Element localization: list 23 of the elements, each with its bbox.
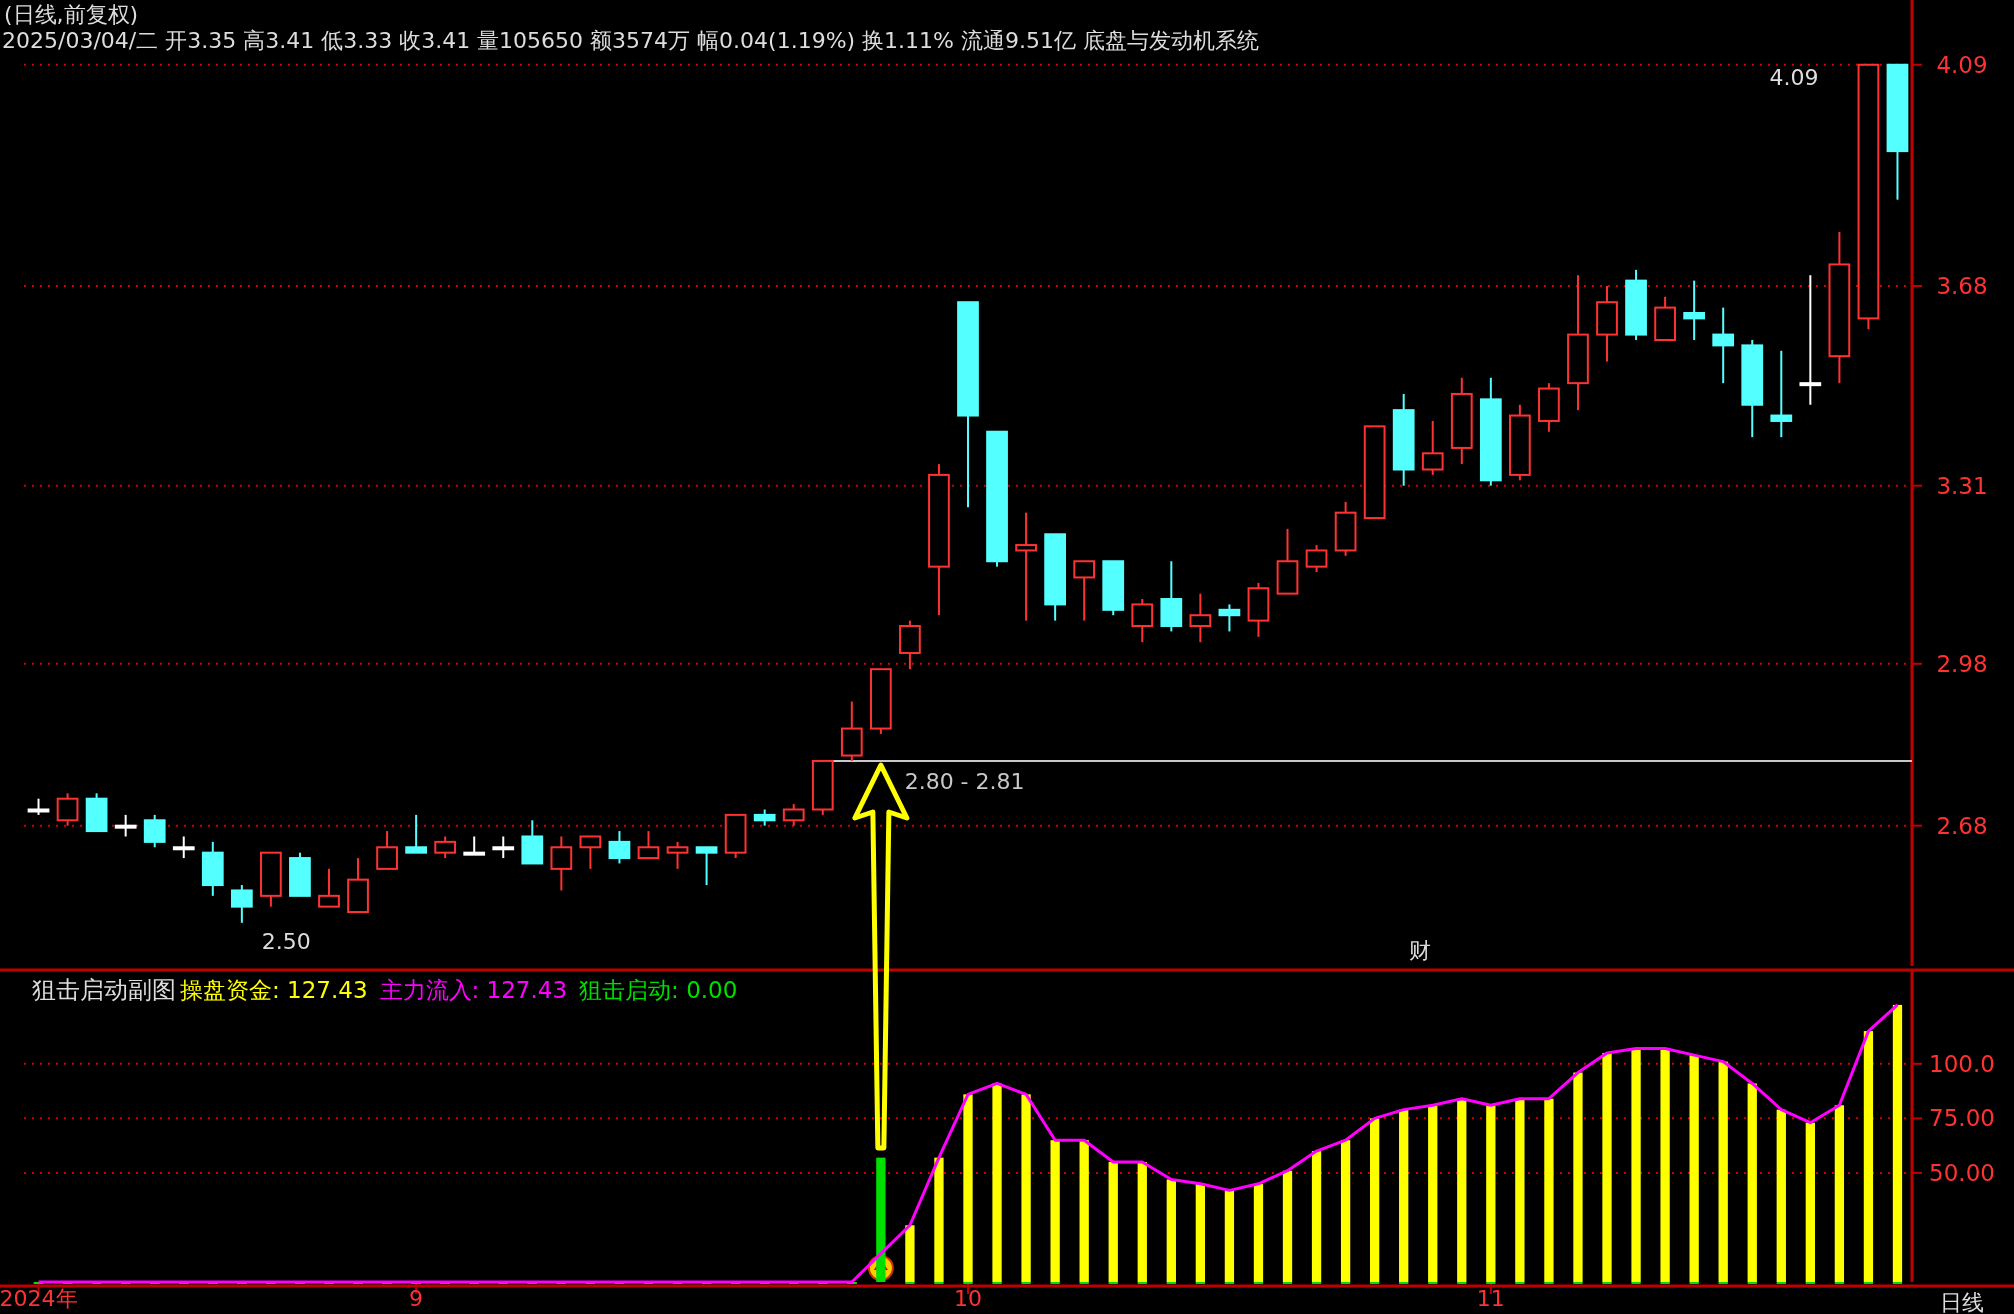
chart-title: (日线,前复权) <box>4 2 139 27</box>
annotation: 4.09 <box>1769 64 1819 90</box>
text: 2025/03/04/二 开3.35 高3.41 低3.33 收3.41 量105650 额3574万 幅0.04(1.19%) 换1.11% 流通9.51亿 底盘与发动机系统 <box>2 28 1259 53</box>
annotation: 财 <box>1409 938 1431 963</box>
text: 主力流入: 127.43 <box>379 977 568 1003</box>
text: 日线 <box>1940 1290 1984 1314</box>
y-tick-label: 2.68 <box>1936 812 1988 839</box>
x-tick-label: 11 <box>1476 1286 1505 1311</box>
y-tick-label: 75.00 <box>1929 1105 1995 1132</box>
annotation: 2.50 <box>261 928 311 954</box>
y-tick-label: 3.68 <box>1936 273 1988 300</box>
text: 操盘资金: 127.43 <box>180 977 368 1003</box>
x-tick-label: 2024年 <box>0 1286 78 1311</box>
ref-line-label: 2.80 - 2.81 <box>904 768 1025 794</box>
y-tick-label: 4.09 <box>1936 51 1988 78</box>
y-tick-label: 50.00 <box>1929 1159 1995 1186</box>
y-tick-label: 100.0 <box>1929 1050 1995 1077</box>
y-tick-label: 2.98 <box>1936 650 1988 677</box>
y-tick-label: 3.31 <box>1936 472 1988 499</box>
x-tick-label: 9 <box>409 1286 424 1311</box>
x-tick-label: 10 <box>954 1286 982 1311</box>
text: 狙击启动: 0.00 <box>579 977 738 1003</box>
chart-title: 狙击启动副图 <box>32 976 176 1004</box>
